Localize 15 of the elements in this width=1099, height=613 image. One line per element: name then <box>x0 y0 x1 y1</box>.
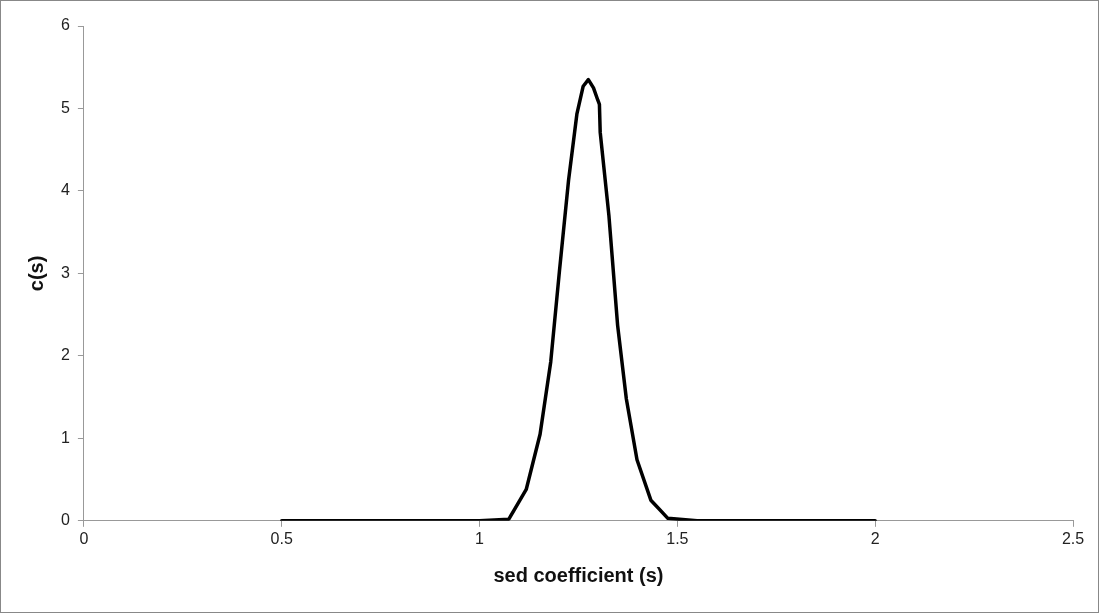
x-tick-label: 1.5 <box>666 529 689 547</box>
y-tick-label: 6 <box>60 16 70 34</box>
y-axis-title: c(s) <box>24 255 47 292</box>
x-axis-title: sed coefficient (s) <box>493 563 664 586</box>
y-tick-label: 0 <box>60 511 70 529</box>
y-tick-label: 5 <box>60 98 70 116</box>
y-tick-label: 1 <box>60 428 70 446</box>
x-tick-label: 1 <box>475 529 485 547</box>
y-tick-label: 4 <box>60 181 70 199</box>
x-tick-label: 2 <box>870 529 880 547</box>
x-tick-label: 2.5 <box>1061 529 1085 547</box>
x-tick-label: 0.5 <box>270 529 293 547</box>
y-tick-label: 3 <box>60 263 70 281</box>
y-tick-label: 2 <box>60 346 70 364</box>
x-tick-label: 0 <box>79 529 89 547</box>
